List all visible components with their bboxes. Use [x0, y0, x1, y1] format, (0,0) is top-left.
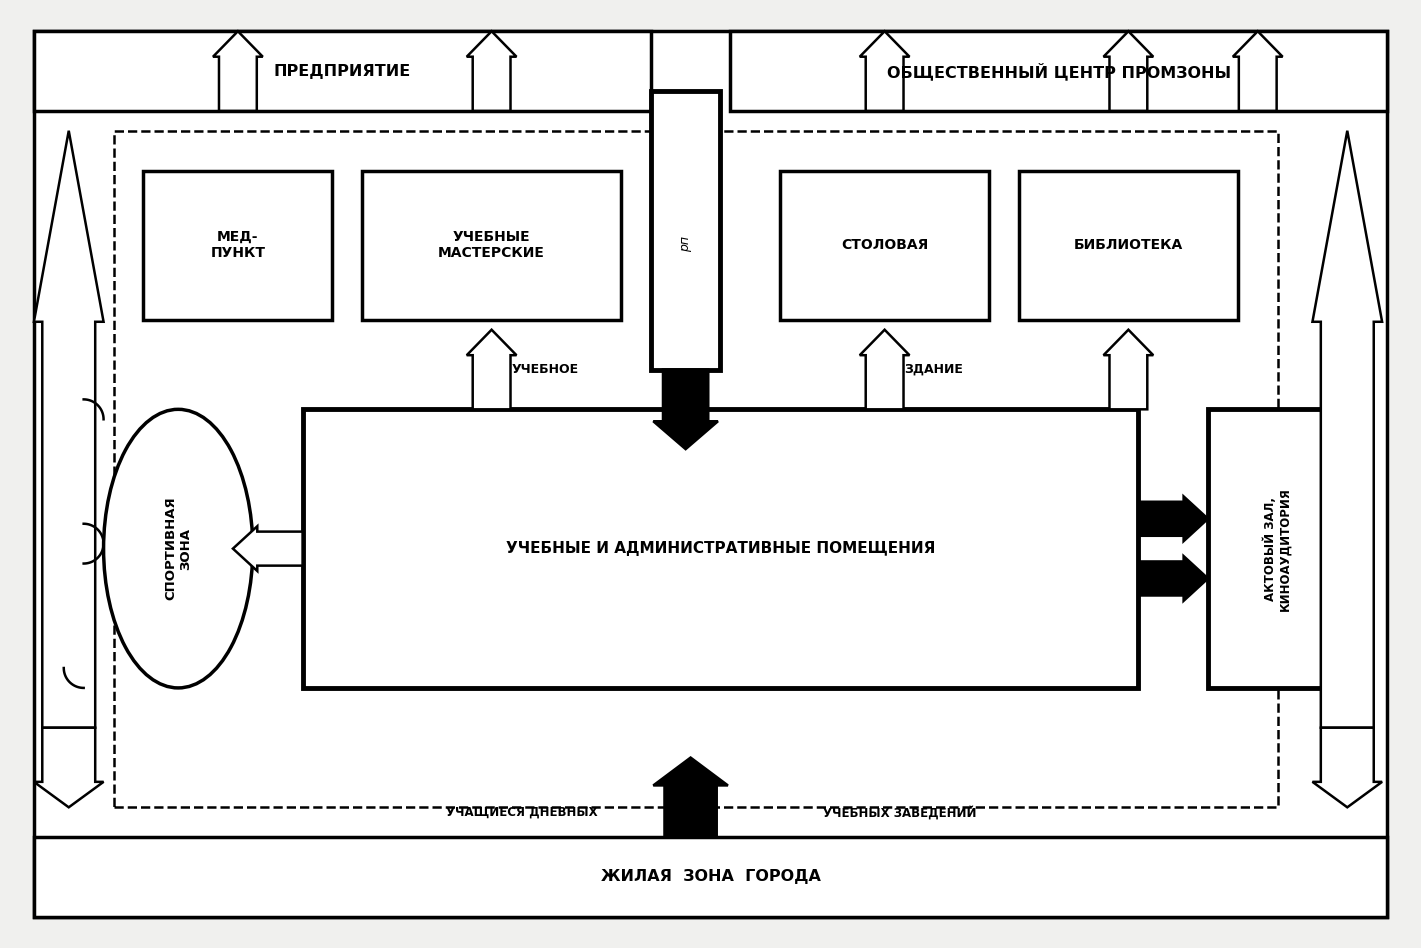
Polygon shape	[1104, 330, 1154, 410]
Polygon shape	[233, 526, 303, 571]
Text: ОБЩЕСТВЕННЫЙ ЦЕНТР ПРОМЗОНЫ: ОБЩЕСТВЕННЫЙ ЦЕНТР ПРОМЗОНЫ	[887, 63, 1231, 80]
Bar	[34, 31, 651, 111]
Bar	[362, 171, 621, 319]
Polygon shape	[466, 330, 516, 410]
Text: УЧАЩИЕСЯ ДНЕВНЫХ: УЧАЩИЕСЯ ДНЕВНЫХ	[446, 806, 597, 819]
Text: ПРЕДПРИЯТИЕ: ПРЕДПРИЯТИЕ	[274, 64, 411, 79]
Polygon shape	[1233, 31, 1283, 111]
Polygon shape	[34, 728, 104, 808]
Polygon shape	[1313, 728, 1383, 808]
Text: АКТОВЫЙ ЗАЛ,
КИНОАУДИТОРИЯ: АКТОВЫЙ ЗАЛ, КИНОАУДИТОРИЯ	[1263, 486, 1292, 611]
Polygon shape	[860, 31, 909, 111]
Text: УЧЕБНЫЕ И АДМИНИСТРАТИВНЫЕ ПОМЕЩЕНИЯ: УЧЕБНЫЕ И АДМИНИСТРАТИВНЫЕ ПОМЕЩЕНИЯ	[506, 541, 935, 556]
Text: МЕД-
ПУНКТ: МЕД- ПУНКТ	[210, 230, 266, 261]
Polygon shape	[466, 31, 516, 111]
Polygon shape	[34, 131, 104, 728]
Polygon shape	[213, 31, 263, 111]
Ellipse shape	[104, 410, 253, 688]
Text: БИБЛИОТЕКА: БИБЛИОТЕКА	[1074, 238, 1184, 252]
Text: ЖИЛАЯ  ЗОНА  ГОРОДА: ЖИЛАЯ ЗОНА ГОРОДА	[601, 869, 820, 884]
Bar	[303, 410, 1138, 688]
Polygon shape	[1104, 31, 1154, 111]
Text: СТОЛОВАЯ: СТОЛОВАЯ	[841, 238, 928, 252]
Polygon shape	[1138, 497, 1208, 541]
Bar	[1019, 171, 1238, 319]
Bar	[144, 171, 333, 319]
Bar	[651, 91, 720, 370]
Bar	[114, 131, 1277, 808]
Text: ЗДАНИЕ: ЗДАНИЕ	[905, 363, 963, 376]
Bar	[780, 171, 989, 319]
Bar	[730, 31, 1387, 111]
Text: УЧЕБНОЕ: УЧЕБНОЕ	[512, 363, 578, 376]
Text: УЧЕБНЫХ ЗАВЕДЕНИЙ: УЧЕБНЫХ ЗАВЕДЕНИЙ	[823, 805, 976, 819]
Text: УЧЕБНЫЕ
МАСТЕРСКИЕ: УЧЕБНЫЕ МАСТЕРСКИЕ	[438, 230, 546, 261]
Polygon shape	[1138, 556, 1208, 601]
Polygon shape	[654, 370, 718, 449]
Polygon shape	[1313, 131, 1383, 728]
Text: СПОРТИВНАЯ
ЗОНА: СПОРТИВНАЯ ЗОНА	[165, 497, 192, 600]
Polygon shape	[654, 757, 728, 837]
Bar	[34, 837, 1387, 917]
Polygon shape	[860, 330, 909, 410]
Bar	[1208, 410, 1347, 688]
Text: рп: рп	[679, 236, 692, 252]
